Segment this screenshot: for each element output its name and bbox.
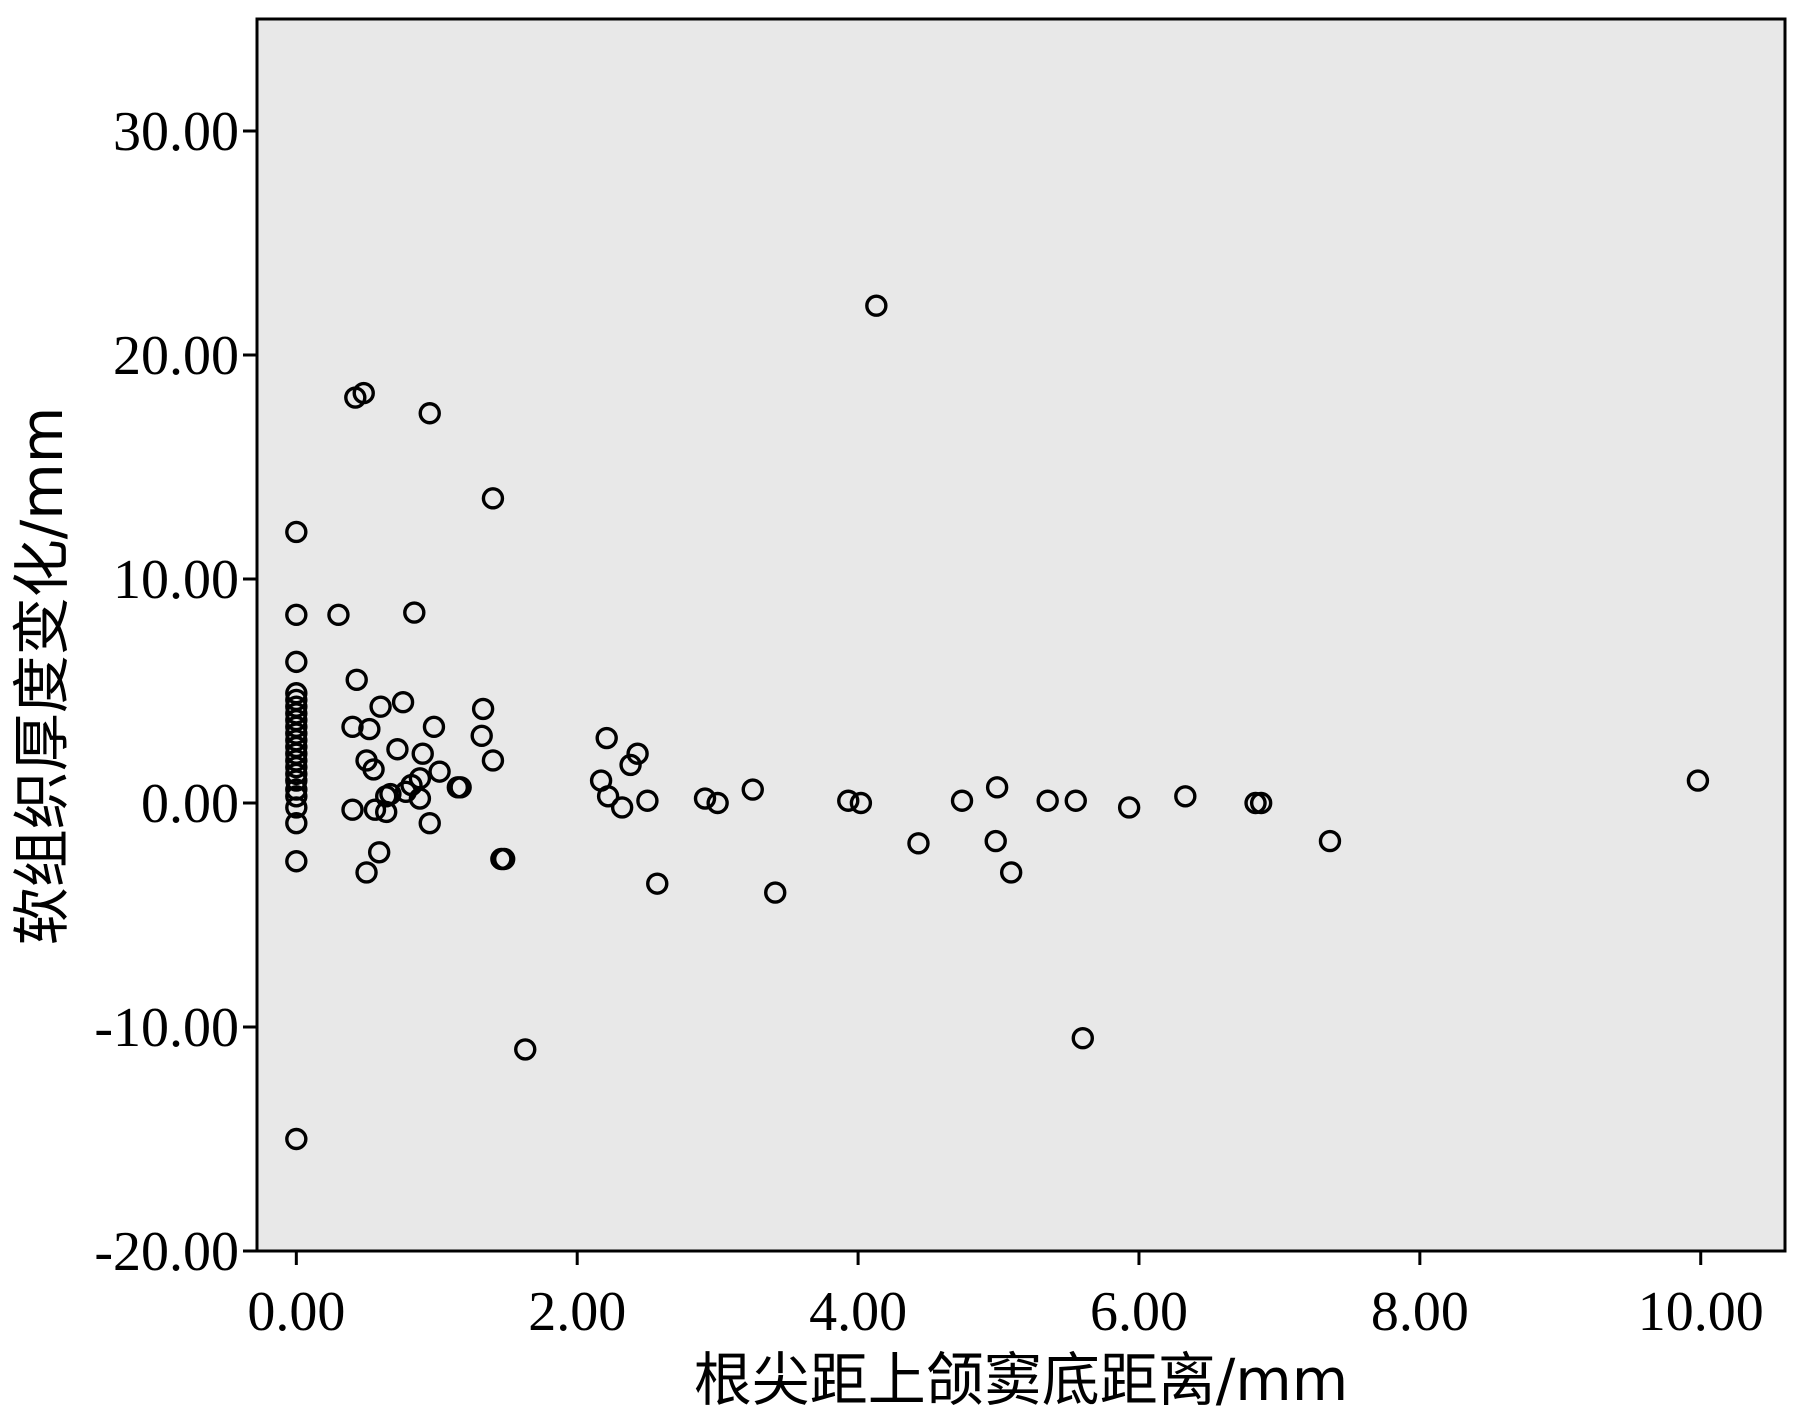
data-point [391, 691, 415, 714]
data-point [367, 841, 391, 864]
data-point [1064, 789, 1087, 812]
y-tick-label: 20.00 [113, 325, 239, 387]
data-point [636, 789, 659, 812]
y-tick-label: 10.00 [113, 549, 239, 611]
data-point [481, 749, 505, 772]
data-point [363, 798, 387, 821]
data-point [950, 789, 974, 812]
data-point [1686, 769, 1710, 792]
data-point [285, 785, 308, 808]
y-tick-label: -10.00 [94, 997, 239, 1059]
data-point [706, 791, 729, 815]
data-point [907, 832, 930, 855]
data-point [375, 800, 398, 824]
x-tick-label: 10.00 [1638, 1281, 1764, 1343]
data-point [999, 861, 1023, 884]
data-point [285, 1127, 308, 1151]
data-point [1117, 796, 1141, 819]
data-point [490, 847, 513, 871]
data-point [345, 668, 368, 691]
data-point [428, 760, 451, 783]
data-point [470, 724, 493, 747]
data-point [610, 796, 634, 819]
x-tick-label: 0.00 [247, 1281, 345, 1343]
data-point [285, 603, 308, 627]
x-tick-label: 6.00 [1090, 1281, 1188, 1343]
data-point [375, 785, 398, 808]
data-point [471, 697, 495, 721]
data-point [984, 829, 1007, 853]
data-point [341, 798, 364, 821]
data-point [285, 755, 308, 779]
data-point [418, 811, 441, 835]
data-point [285, 769, 308, 792]
data-point [514, 1038, 537, 1061]
data-point [449, 776, 472, 799]
data-point [327, 603, 350, 627]
data-point [764, 881, 787, 904]
data-point [403, 601, 426, 624]
data-point [865, 294, 888, 317]
data-point [985, 776, 1009, 799]
data-point [596, 785, 620, 808]
x-tick-label: 2.00 [528, 1281, 626, 1343]
data-point [362, 758, 385, 781]
data-point [285, 762, 308, 786]
data-point [741, 778, 764, 801]
data-point [285, 850, 308, 873]
data-point [1071, 1026, 1094, 1050]
data-point [285, 650, 308, 674]
data-point [355, 861, 378, 884]
y-tick-label: 30.00 [113, 101, 239, 163]
data-point [285, 796, 308, 819]
data-point [1036, 789, 1059, 812]
x-tick-label: 8.00 [1371, 1281, 1469, 1343]
x-axis-ticks: 0.00 2.00 4.00 6.00 8.00 10.00 [247, 1251, 1764, 1343]
data-point [386, 738, 409, 761]
y-tick-label: 0.00 [141, 773, 239, 835]
x-tick-label: 4.00 [809, 1281, 907, 1343]
data-point [646, 872, 669, 895]
x-axis-title: 根尖距上颌窦底距离/mm [694, 1346, 1349, 1414]
data-point [285, 811, 308, 835]
data-point [837, 789, 860, 812]
data-point [595, 726, 618, 750]
data-point [418, 402, 441, 425]
data-point [422, 715, 446, 739]
data-point [285, 520, 308, 544]
plot-area [255, 17, 1787, 1253]
data-point [369, 695, 392, 718]
data-point [1174, 785, 1197, 808]
data-point [693, 787, 717, 810]
data-point [411, 742, 434, 765]
data-point [352, 381, 375, 405]
data-point [358, 717, 381, 741]
y-axis-title: 软组织厚度变化/mm [8, 407, 76, 946]
data-point [849, 791, 873, 815]
data-point [626, 742, 649, 765]
data-point [1249, 791, 1273, 815]
data-points [285, 294, 1710, 1151]
data-point [1318, 829, 1342, 853]
data-point [481, 487, 505, 510]
data-point [408, 787, 432, 810]
y-axis-ticks: 30.00 20.00 10.00 0.00 -10.00 -20.00 [94, 101, 257, 1283]
y-tick-label: -20.00 [94, 1221, 239, 1283]
data-point [341, 715, 364, 739]
data-point [619, 753, 642, 777]
